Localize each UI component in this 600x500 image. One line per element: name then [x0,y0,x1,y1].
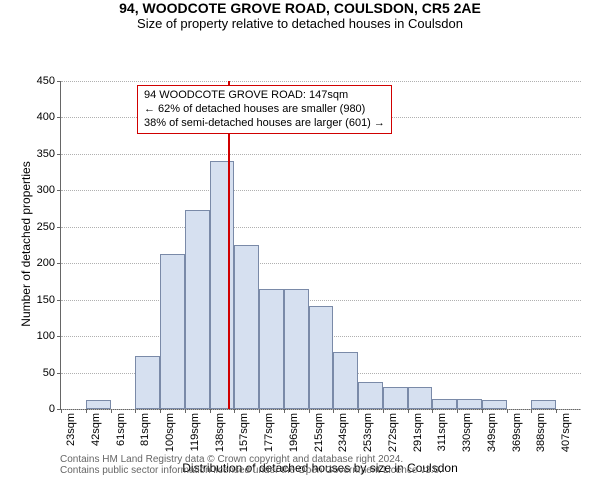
x-tick-label: 291sqm [412,409,424,452]
annotation-line-3: 38% of semi-detached houses are larger (… [144,117,385,131]
x-tick-mark [358,409,359,413]
y-tick-mark [57,336,61,337]
histogram-bar [210,161,235,409]
histogram-bar [333,352,358,409]
x-tick-label: 119sqm [189,409,201,451]
x-tick-mark [284,409,285,413]
x-tick-label: 81sqm [139,409,151,446]
y-tick-mark [57,373,61,374]
x-tick-label: 61sqm [115,409,127,446]
x-tick-label: 407sqm [560,409,572,452]
x-tick-label: 253sqm [362,409,374,452]
y-tick-mark [57,81,61,82]
x-tick-label: 196sqm [288,409,300,452]
y-tick-mark [57,190,61,191]
histogram-bar [482,400,507,409]
x-tick-mark [160,409,161,413]
page-title: 94, WOODCOTE GROVE ROAD, COULSDON, CR5 2… [0,0,600,16]
x-tick-label: 23sqm [65,409,77,446]
histogram-bar [234,245,259,409]
histogram-bar [259,289,284,409]
x-tick-mark [234,409,235,413]
x-tick-mark [383,409,384,413]
x-tick-mark [185,409,186,413]
x-tick-mark [86,409,87,413]
footer-line-2: Contains public sector information licen… [60,465,442,476]
x-tick-mark [111,409,112,413]
histogram-bar [135,356,160,409]
x-tick-mark [333,409,334,413]
x-tick-label: 330sqm [461,409,473,452]
x-tick-label: 177sqm [263,409,275,452]
histogram-bar [358,382,383,409]
histogram-bar [408,387,433,409]
histogram-bar [160,254,185,409]
x-tick-mark [309,409,310,413]
y-axis-label: Number of detached properties [19,144,33,344]
x-tick-label: 311sqm [436,409,448,451]
x-tick-label: 215sqm [313,409,325,452]
x-tick-label: 42sqm [90,409,102,446]
histogram-bar [86,400,111,409]
x-tick-mark [432,409,433,413]
x-tick-mark [135,409,136,413]
gridline [61,190,581,191]
y-tick-mark [57,300,61,301]
histogram-bar [531,400,556,409]
x-tick-mark [482,409,483,413]
x-tick-label: 157sqm [238,409,250,452]
x-tick-label: 369sqm [511,409,523,452]
annotation-line-2: ← 62% of detached houses are smaller (98… [144,103,385,117]
annotation-line-1: 94 WOODCOTE GROVE ROAD: 147sqm [144,89,385,103]
y-tick-mark [57,154,61,155]
gridline [61,81,581,82]
x-tick-mark [61,409,62,413]
plot-area: 05010015020025030035040045023sqm42sqm61s… [60,81,581,410]
x-tick-mark [556,409,557,413]
footer-line-1: Contains HM Land Registry data © Crown c… [60,454,442,465]
y-tick-mark [57,227,61,228]
gridline [61,300,581,301]
x-tick-label: 388sqm [535,409,547,452]
x-tick-label: 138sqm [214,409,226,452]
histogram-bar [457,399,482,409]
x-tick-label: 100sqm [164,409,176,452]
x-tick-label: 349sqm [486,409,498,452]
histogram-bar [309,306,334,410]
histogram-bar [432,399,457,409]
gridline [61,154,581,155]
histogram-bar [383,387,408,409]
gridline [61,263,581,264]
x-tick-mark [457,409,458,413]
histogram-bar [185,210,210,409]
x-tick-mark [531,409,532,413]
x-tick-mark [507,409,508,413]
footer: Contains HM Land Registry data © Crown c… [60,454,442,476]
y-tick-mark [57,263,61,264]
x-tick-label: 234sqm [337,409,349,452]
y-tick-mark [57,117,61,118]
x-tick-label: 272sqm [387,409,399,452]
histogram-bar [284,289,309,409]
annotation-box: 94 WOODCOTE GROVE ROAD: 147sqm ← 62% of … [137,85,392,134]
x-tick-mark [408,409,409,413]
x-tick-mark [259,409,260,413]
x-tick-mark [210,409,211,413]
page-subtitle: Size of property relative to detached ho… [0,16,600,31]
gridline [61,227,581,228]
